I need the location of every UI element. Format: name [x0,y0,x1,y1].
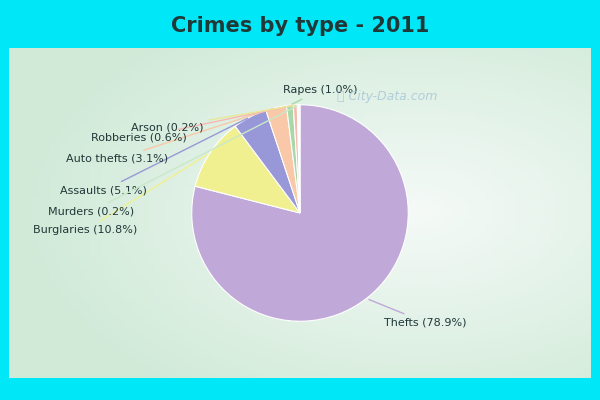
Text: Auto thefts (3.1%): Auto thefts (3.1%) [66,108,274,164]
Wedge shape [195,126,300,213]
Text: Robberies (0.6%): Robberies (0.6%) [91,106,293,143]
Wedge shape [297,105,300,213]
Wedge shape [286,105,300,213]
Wedge shape [266,106,300,213]
Text: Rapes (1.0%): Rapes (1.0%) [283,85,358,104]
Text: Crimes by type - 2011: Crimes by type - 2011 [171,16,429,36]
Wedge shape [293,105,300,213]
Text: Arson (0.2%): Arson (0.2%) [131,105,295,132]
Text: ⓘ City-Data.com: ⓘ City-Data.com [337,90,437,103]
Wedge shape [192,105,408,321]
Wedge shape [299,105,300,213]
Text: Thefts (78.9%): Thefts (78.9%) [369,300,467,328]
Wedge shape [235,110,300,213]
Text: Murders (0.2%): Murders (0.2%) [47,106,297,217]
Text: Burglaries (10.8%): Burglaries (10.8%) [34,154,208,235]
Text: Assaults (5.1%): Assaults (5.1%) [60,118,247,196]
